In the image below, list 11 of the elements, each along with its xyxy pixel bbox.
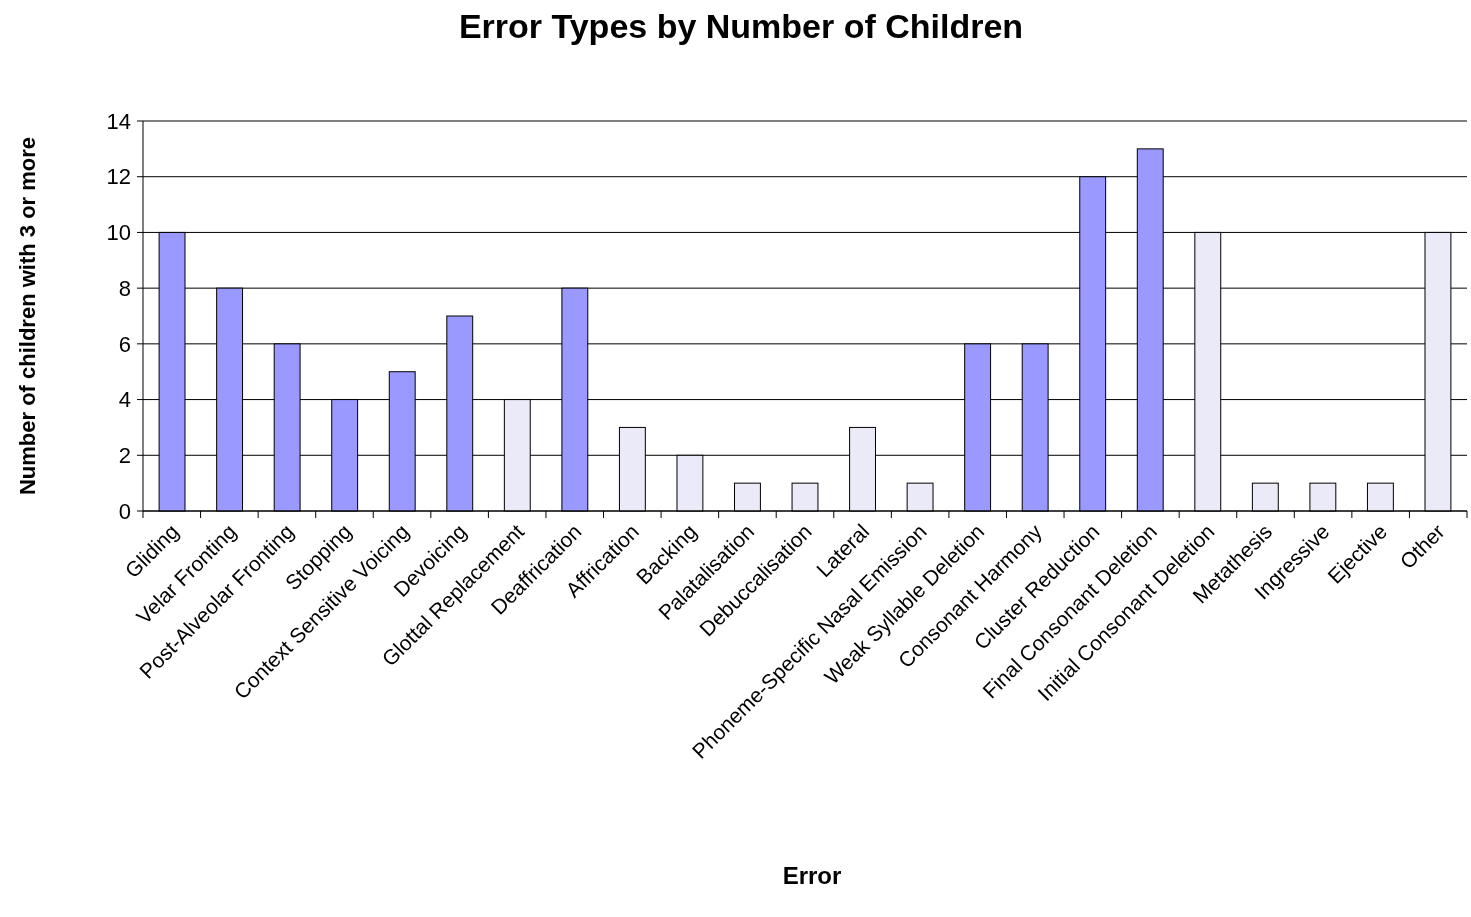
y-tick-label: 14 (106, 108, 131, 134)
y-tick-label: 10 (106, 220, 131, 246)
y-tick-label: 6 (118, 331, 131, 357)
y-tick-label: 12 (106, 164, 131, 190)
y-tick-label: 0 (118, 498, 131, 524)
y-tick-label: 2 (118, 442, 131, 468)
chart-title: Error Types by Number of Children (458, 7, 1024, 45)
y-axis-title: Number of children with 3 or more (15, 136, 40, 496)
y-tick-label: 8 (118, 275, 131, 301)
x-axis-title: Error (782, 862, 842, 889)
y-tick-label: 4 (118, 387, 131, 413)
